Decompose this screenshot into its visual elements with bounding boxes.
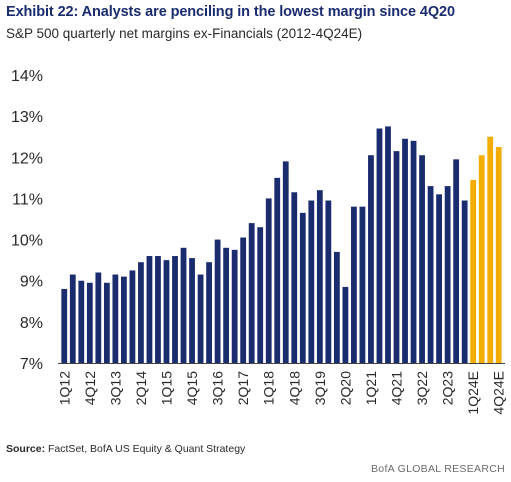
bar-2Q18 [274,177,281,363]
x-tick-label-4Q12: 4Q12 [82,371,98,405]
bar-1Q16 [197,274,204,363]
bar-1Q21 [368,155,374,363]
bar-2Q23 [444,186,451,363]
bar-1Q17 [231,249,238,363]
bar-2Q16 [206,262,212,363]
bar-4Q15 [189,258,195,363]
footer-credit: BofA GLOBAL RESEARCH [371,463,505,475]
bar-4Q18 [291,192,298,363]
x-tick-label-1Q12: 1Q12 [56,371,72,405]
bar-4Q17 [257,227,264,363]
bar-2Q21 [376,128,383,363]
bar-3Q16 [214,239,221,363]
x-tick-label-1Q18: 1Q18 [261,371,277,405]
x-tick-label-4Q15: 4Q15 [184,371,200,405]
x-tick-label-3Q19: 3Q19 [312,371,328,405]
bar-3Q13 [112,274,119,363]
estimate-bar-3Q24E [487,136,494,363]
source-note: Source: FactSet, BofA US Equity & Quant … [6,443,245,455]
estimate-bar-1Q24E [470,179,477,363]
bar-1Q14 [129,270,136,363]
bar-2Q22 [410,140,417,363]
bar-4Q12 [86,282,93,363]
x-tick-label-1Q21: 1Q21 [363,371,379,405]
bar-1Q19 [299,212,306,363]
bar-3Q23 [453,159,460,363]
x-tick-label-4Q24E: 4Q24E [491,371,507,415]
y-tick-label: 7% [20,356,43,373]
x-tick-label-3Q16: 3Q16 [210,371,226,405]
bar-1Q20 [333,251,340,363]
bar-2Q17 [240,237,247,363]
bar-1Q22 [402,138,408,363]
estimate-bar-4Q24E [495,147,502,363]
x-tick-label-1Q24E: 1Q24E [465,371,481,415]
bar-2Q15 [172,256,178,363]
y-tick-label: 10% [11,233,43,250]
bar-3Q15 [180,247,187,363]
x-tick-label-2Q20: 2Q20 [337,371,353,405]
bar-4Q16 [223,247,230,363]
x-tick-label-2Q23: 2Q23 [440,371,456,405]
bar-4Q14 [155,256,161,363]
bar-3Q12 [78,280,85,363]
source-text: FactSet, BofA US Equity & Quant Strategy [48,443,246,455]
x-tick-label-1Q15: 1Q15 [158,371,174,405]
bar-2Q14 [138,262,144,363]
y-tick-label: 9% [20,274,43,291]
y-axis: 7% 8% 9% 10% 11% 12% 13% 14% [11,68,43,373]
x-tick-label-4Q21: 4Q21 [389,371,405,405]
x-tick-label-3Q22: 3Q22 [414,371,430,405]
chart-title: Exhibit 22: Analysts are penciling in th… [6,4,455,20]
bar-3Q20 [351,206,357,363]
x-tick-label-2Q17: 2Q17 [235,371,251,405]
bar-3Q18 [282,161,289,363]
y-tick-label: 8% [20,315,43,332]
bar-1Q12 [61,288,68,363]
bar-1Q18 [265,198,272,363]
bar-3Q21 [385,126,391,364]
bar-2Q13 [103,282,110,363]
chart-subtitle: S&P 500 quarterly net margins ex-Financi… [6,26,363,41]
estimate-bar-2Q24E [478,155,485,363]
bar-4Q21 [393,151,400,363]
y-tick-label: 14% [11,68,43,85]
bar-1Q23 [436,194,442,363]
bar-1Q13 [95,272,102,363]
bar-4Q23 [461,200,468,363]
bars [61,126,502,364]
x-tick-label-3Q13: 3Q13 [107,371,123,405]
bar-4Q13 [121,276,127,363]
x-tick-label-4Q18: 4Q18 [286,371,302,405]
bar-chart: 7%8%9%10%11%12%13%14% 1Q12 4Q12 3Q13 2Q14 1Q… [11,68,507,415]
source-label: Source: [6,443,46,455]
y-tick-label: 12% [11,150,43,167]
bar-2Q20 [342,286,349,363]
bar-3Q14 [146,256,153,363]
bar-1Q15 [163,260,170,363]
bar-4Q22 [427,186,434,363]
x-tick-label-2Q14: 2Q14 [133,371,149,405]
y-tick-label: 13% [11,109,43,126]
y-tick-label: 11% [12,191,43,208]
bar-3Q19 [316,190,323,363]
bar-2Q12 [69,274,76,363]
bar-4Q19 [325,200,332,363]
bar-2Q19 [308,200,315,363]
bar-3Q17 [248,223,255,363]
bar-3Q22 [419,155,425,363]
x-axis: 1Q12 4Q12 3Q13 2Q14 1Q15 4Q15 3Q16 2Q17 1Q18 4Q18… [56,363,507,415]
bar-4Q20 [359,206,366,363]
